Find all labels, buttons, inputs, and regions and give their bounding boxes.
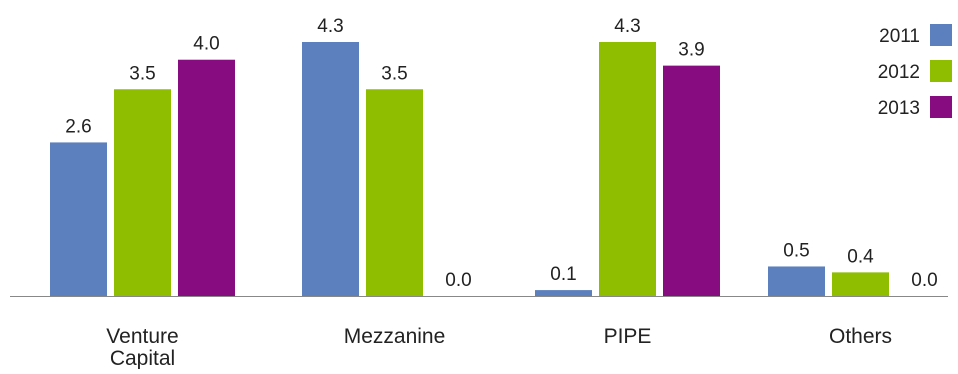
legend-label: 2013 xyxy=(878,98,920,119)
value-label: 0.4 xyxy=(847,246,874,267)
legend-swatch xyxy=(930,60,952,82)
legend-swatch xyxy=(930,96,952,118)
legend-label: 2011 xyxy=(879,26,920,47)
value-label: 2.6 xyxy=(65,116,91,137)
value-label: 0.1 xyxy=(550,264,576,285)
bar-2012-3 xyxy=(832,272,889,296)
value-label: 0.0 xyxy=(911,270,937,291)
bar-2012-0 xyxy=(114,89,171,296)
legend-label: 2012 xyxy=(878,62,920,83)
value-label: 3.5 xyxy=(381,63,407,84)
value-label: 4.3 xyxy=(614,16,640,37)
value-label: 3.9 xyxy=(678,40,704,61)
legend-swatch xyxy=(930,24,952,46)
category-label: Capital xyxy=(110,347,175,369)
bar-2013-0 xyxy=(178,59,235,296)
category-label: Mezzanine xyxy=(344,325,446,348)
value-label: 0.5 xyxy=(783,240,809,261)
category-label: Others xyxy=(829,325,892,348)
value-label: 4.0 xyxy=(193,34,219,55)
value-label: 4.3 xyxy=(317,16,343,37)
category-label: PIPE xyxy=(604,325,652,348)
bar-2011-3 xyxy=(768,266,825,296)
value-label: 3.5 xyxy=(129,63,155,84)
bar-2011-2 xyxy=(535,290,592,296)
bar-2013-2 xyxy=(663,65,720,297)
bar-2012-2 xyxy=(599,42,656,296)
bar-2011-1 xyxy=(302,42,359,296)
bar-2011-0 xyxy=(50,142,107,296)
value-label: 0.0 xyxy=(445,270,471,291)
category-label: Venture xyxy=(106,325,178,348)
bar-2012-1 xyxy=(366,89,423,296)
